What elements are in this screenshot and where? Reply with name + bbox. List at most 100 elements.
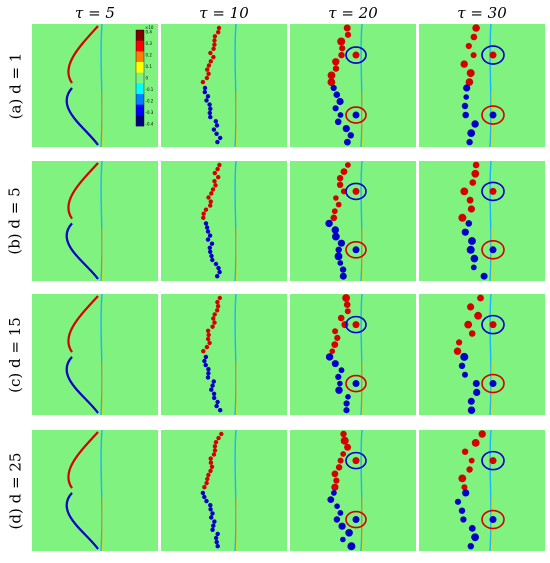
- negative-vortex: [337, 239, 345, 247]
- vorticity-field: [200, 24, 238, 147]
- negative-vortex: [214, 131, 219, 136]
- positive-vortex: [217, 295, 222, 301]
- positive-vortex: [204, 480, 209, 486]
- negative-vortex: [466, 245, 475, 254]
- positive-vortex: [201, 215, 206, 220]
- vortex-core: [489, 321, 497, 329]
- vortex-core: [489, 516, 497, 524]
- positive-vortex: [205, 336, 211, 342]
- negative-vortex: [467, 543, 474, 550]
- vortex-rollup: [481, 105, 505, 125]
- positive-vortex: [335, 464, 343, 471]
- panel-row1-col3: [290, 24, 416, 147]
- negative-vortex: [334, 118, 342, 126]
- negative-vortex: [209, 253, 214, 259]
- vorticity-field: [325, 161, 367, 281]
- positive-vortex: [342, 294, 350, 302]
- vortex-core: [352, 380, 360, 388]
- trailing-sheet: [489, 430, 492, 551]
- vortex-rollup: [345, 510, 367, 529]
- vortex-rollup: [481, 314, 505, 335]
- negative-vortex: [461, 228, 469, 236]
- vortex-rollup: [481, 45, 505, 65]
- positive-vortex: [331, 208, 338, 215]
- vorticity-field: [201, 294, 238, 415]
- negative-vortex: [336, 97, 344, 106]
- vortex-rollup: [481, 373, 505, 394]
- negative-vortex: [200, 490, 206, 496]
- negative-vortex: [340, 536, 346, 543]
- negative-vortex: [342, 125, 350, 133]
- trailing-sheet: [234, 430, 237, 551]
- positive-vortex: [335, 201, 342, 208]
- positive-vortex: [465, 42, 472, 50]
- positive-vortex: [216, 30, 221, 35]
- negative-vortex: [461, 102, 469, 110]
- panel-row2-col2: [161, 161, 287, 281]
- positive-vortex: [211, 46, 216, 51]
- colorbar-segment: [136, 83, 144, 95]
- positive-vortex: [470, 52, 477, 59]
- positive-vortex: [331, 483, 339, 491]
- positive-vortex: [219, 431, 224, 437]
- negative-vortex: [458, 362, 466, 369]
- positive-vortex: [204, 344, 210, 350]
- negative-vortex: [463, 94, 469, 100]
- negative-vortex: [466, 138, 473, 146]
- vortex-core: [489, 246, 497, 254]
- colorbar-segment: [136, 72, 144, 84]
- panel-row4-col4: [419, 430, 545, 551]
- positive-vortex: [212, 38, 217, 43]
- vortex-rollup: [345, 451, 367, 470]
- column-label-tau-30: τ = 30: [457, 4, 507, 22]
- vorticity-field: [65, 430, 104, 551]
- positive-vortex: [343, 24, 351, 32]
- negative-vortex: [204, 98, 209, 103]
- colorbar-tick-label: -0.3: [146, 110, 154, 115]
- positive-vortex: [212, 34, 218, 39]
- positive-vortex: [344, 308, 351, 315]
- panel-row3-col2: [161, 294, 287, 415]
- colorbar-tick-label: -0.1: [146, 87, 154, 92]
- vortex-rollup: [345, 46, 367, 64]
- trailing-sheet: [234, 294, 237, 415]
- trailing-sheet: [489, 294, 492, 415]
- positive-vortex: [217, 162, 222, 168]
- negative-vortex: [205, 237, 211, 242]
- vortex-rollup: [345, 106, 367, 124]
- colorbar-segment: [136, 51, 144, 63]
- negative-vortex: [467, 397, 475, 405]
- positive-vortex: [206, 71, 211, 76]
- panel-row3-col4: [419, 294, 545, 415]
- negative-vortex: [334, 503, 340, 509]
- colorbar-frame: [135, 29, 145, 127]
- negative-vortex: [202, 85, 208, 91]
- negative-vortex: [454, 498, 462, 505]
- positive-vortex: [467, 205, 475, 213]
- positive-vortex: [215, 166, 220, 172]
- vorticity-field: [201, 161, 238, 281]
- negative-vortex: [458, 507, 466, 514]
- positive-vortex: [340, 436, 349, 445]
- positive-vortex: [456, 339, 463, 346]
- positive-vortex: [200, 79, 206, 85]
- positive-vortex: [212, 179, 217, 184]
- negative-vortex: [331, 360, 339, 368]
- positive-vortex: [337, 457, 344, 464]
- negative-vortex: [213, 535, 219, 541]
- negative-vortex: [203, 221, 209, 226]
- vortex-core: [489, 457, 497, 465]
- negative-vortex: [480, 272, 488, 280]
- panel-row4-col1: [32, 430, 158, 551]
- negative-vortex: [213, 119, 218, 124]
- negative-vortex: [462, 371, 468, 378]
- negative-vortex: [465, 220, 473, 227]
- negative-vortex: [210, 511, 215, 516]
- negative-vortex: [468, 525, 476, 532]
- negative-vortex: [208, 249, 213, 254]
- negative-vortex: [210, 257, 215, 263]
- vorticity-field: [460, 24, 505, 147]
- negative-vortex-sheet: [65, 356, 99, 414]
- negative-vortex-sheet: [65, 222, 99, 280]
- vorticity-field: [65, 161, 104, 281]
